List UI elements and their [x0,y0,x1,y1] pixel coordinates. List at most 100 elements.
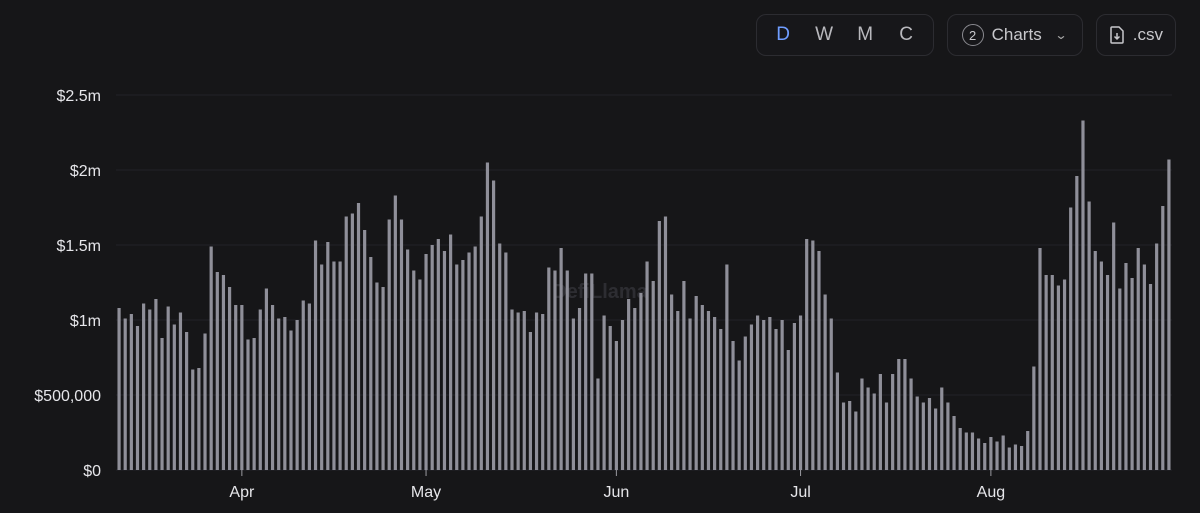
bar[interactable] [240,305,244,470]
bar[interactable] [848,401,852,470]
bar[interactable] [1161,206,1165,470]
bar[interactable] [1148,284,1153,470]
bar[interactable] [461,260,465,470]
bar[interactable] [449,234,453,471]
bar[interactable] [688,318,692,471]
bar[interactable] [522,311,526,470]
bar[interactable] [418,279,422,471]
bar[interactable] [142,303,146,471]
bar[interactable] [1093,251,1097,470]
bar[interactable] [528,332,533,470]
granularity-daily-button[interactable]: D [776,24,790,45]
bar[interactable] [596,378,600,471]
bar[interactable] [700,305,704,470]
bar[interactable] [473,246,477,471]
bar[interactable] [798,315,803,471]
granularity-weekly-button[interactable]: W [815,24,834,45]
bar[interactable] [516,312,520,471]
bar[interactable] [1007,447,1011,471]
bar[interactable] [1105,275,1110,470]
bar[interactable] [332,261,336,471]
bar[interactable] [725,264,729,471]
bar[interactable] [884,402,889,471]
bar[interactable] [590,273,594,471]
bar[interactable] [369,257,373,470]
bar[interactable] [940,387,944,471]
bar[interactable] [541,314,545,470]
bar[interactable] [313,240,318,471]
bar[interactable] [498,243,502,471]
bar[interactable] [915,396,919,471]
bar[interactable] [768,317,772,470]
bar[interactable] [774,329,778,470]
bar[interactable] [651,281,655,470]
bar[interactable] [639,293,643,470]
bar[interactable] [762,320,766,470]
bar[interactable] [1136,248,1140,470]
bar[interactable] [1013,444,1018,471]
bar[interactable] [424,254,428,470]
bar[interactable] [1026,431,1030,470]
bar[interactable] [737,360,741,471]
bar[interactable] [301,300,305,471]
bar[interactable] [1142,264,1146,471]
bar[interactable] [706,311,711,470]
bar[interactable] [817,251,821,470]
bar[interactable] [878,374,882,470]
bar[interactable] [952,416,956,470]
bar[interactable] [289,330,293,471]
bar[interactable] [1019,446,1024,470]
bar[interactable] [823,294,827,471]
bar[interactable] [620,320,625,470]
bar[interactable] [350,213,354,471]
csv-download-button[interactable]: .csv [1095,14,1176,56]
bar[interactable] [645,261,649,471]
bar[interactable] [191,369,195,471]
bar[interactable] [553,270,557,471]
bar[interactable] [608,326,612,470]
granularity-monthly-button[interactable]: M [857,24,874,45]
bar[interactable] [835,372,839,471]
bar[interactable] [1167,159,1171,471]
bar[interactable] [719,329,723,470]
bar[interactable] [1112,222,1116,471]
bar[interactable] [479,216,483,471]
bar[interactable] [1056,285,1061,471]
bar[interactable] [185,332,189,470]
bar[interactable] [166,306,170,471]
bar[interactable] [841,402,846,471]
bar[interactable] [1001,435,1005,471]
bar[interactable] [375,282,379,471]
bar[interactable] [172,324,176,471]
bar[interactable] [602,315,606,471]
bar[interactable] [123,318,127,471]
bar[interactable] [946,402,950,471]
bar[interactable] [860,378,864,471]
bar[interactable] [455,264,459,471]
bar[interactable] [534,312,539,471]
bar[interactable] [731,341,735,470]
bar[interactable] [780,320,784,470]
bar[interactable] [203,333,207,471]
bar[interactable] [565,270,569,471]
bar[interactable] [215,272,219,470]
bar[interactable] [356,203,361,470]
bar[interactable] [491,180,496,471]
bar[interactable] [657,221,661,470]
bar[interactable] [921,402,925,471]
bar[interactable] [1087,201,1091,471]
bar[interactable] [670,294,674,471]
bar[interactable] [559,248,563,470]
bar[interactable] [227,287,232,470]
granularity-cumulative-button[interactable]: C [899,24,913,45]
bar[interactable] [442,251,447,470]
bar[interactable] [1130,278,1134,470]
bar[interactable] [694,296,698,470]
bar[interactable] [326,242,330,470]
bar[interactable] [270,305,275,470]
bar[interactable] [577,308,582,470]
bar[interactable] [829,318,833,471]
bar[interactable] [1044,275,1048,470]
bar[interactable] [277,318,281,471]
bar[interactable] [891,374,895,470]
